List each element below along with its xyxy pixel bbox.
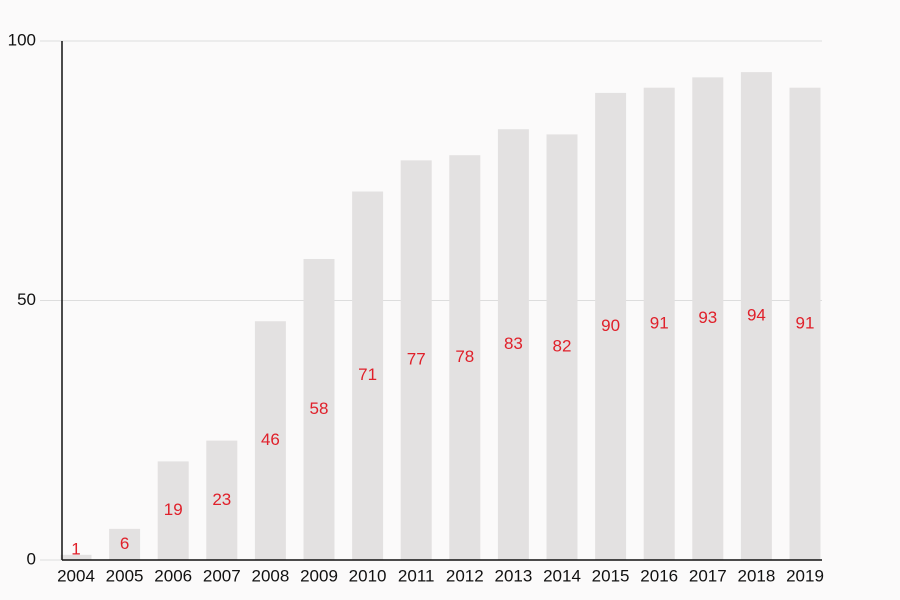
value-label: 83 bbox=[504, 334, 523, 353]
value-label: 23 bbox=[212, 490, 231, 509]
x-tick-label: 2016 bbox=[640, 566, 678, 585]
y-tick-label: 100 bbox=[8, 30, 36, 49]
y-tick-label: 0 bbox=[27, 549, 36, 568]
value-label: 71 bbox=[358, 365, 377, 384]
value-label: 6 bbox=[120, 534, 129, 553]
value-label: 19 bbox=[164, 500, 183, 519]
bar bbox=[595, 92, 627, 561]
x-tick-label: 2009 bbox=[300, 566, 338, 585]
bar bbox=[546, 134, 578, 561]
value-label: 93 bbox=[698, 308, 717, 327]
bar bbox=[789, 87, 821, 561]
value-label: 78 bbox=[455, 347, 474, 366]
x-tick-label: 2015 bbox=[592, 566, 630, 585]
value-label: 46 bbox=[261, 430, 280, 449]
bar bbox=[692, 77, 724, 560]
x-tick-label: 2011 bbox=[398, 566, 435, 585]
x-tick-label: 2014 bbox=[543, 566, 581, 585]
x-tick-label: 2013 bbox=[494, 566, 532, 585]
x-tick-label: 2006 bbox=[154, 566, 192, 585]
bar bbox=[60, 554, 92, 560]
x-tick-label: 2019 bbox=[786, 566, 824, 585]
bar bbox=[206, 440, 238, 560]
bar bbox=[643, 87, 675, 561]
value-label: 58 bbox=[310, 399, 329, 418]
value-label: 91 bbox=[650, 313, 669, 332]
bar bbox=[254, 321, 286, 560]
bar bbox=[352, 191, 384, 560]
bar bbox=[157, 461, 189, 560]
x-tick-label: 2004 bbox=[57, 566, 95, 585]
value-label: 90 bbox=[601, 316, 620, 335]
bar bbox=[449, 155, 481, 560]
x-tick-label: 2012 bbox=[446, 566, 484, 585]
x-tick-label: 2017 bbox=[689, 566, 727, 585]
bar bbox=[400, 160, 432, 560]
value-label: 94 bbox=[747, 306, 766, 325]
x-tick-label: 2010 bbox=[349, 566, 387, 585]
x-tick-label: 2018 bbox=[737, 566, 775, 585]
value-label: 77 bbox=[407, 350, 426, 369]
value-label: 91 bbox=[796, 313, 815, 332]
value-label: 82 bbox=[553, 337, 572, 356]
x-tick-label: 2005 bbox=[106, 566, 144, 585]
bar bbox=[303, 258, 335, 560]
bar bbox=[109, 528, 141, 560]
x-tick-label: 2008 bbox=[251, 566, 289, 585]
y-tick-label: 50 bbox=[17, 290, 36, 309]
bar bbox=[740, 72, 772, 560]
value-label: 1 bbox=[71, 539, 80, 558]
bar bbox=[497, 129, 529, 561]
x-tick-label: 2007 bbox=[203, 566, 241, 585]
